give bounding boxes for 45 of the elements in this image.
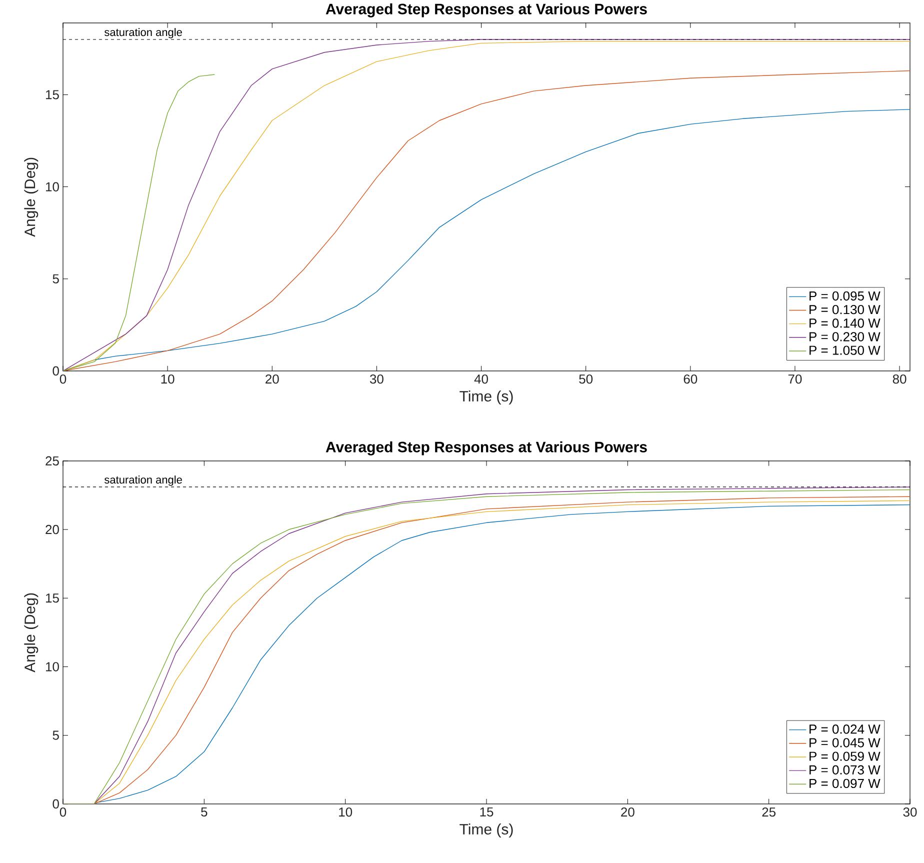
y-tick-label: 0 — [52, 366, 59, 376]
line-series — [63, 74, 215, 371]
y-tick-label: 5 — [52, 730, 59, 740]
x-tick-label: 10 — [339, 807, 352, 817]
y-tick-label: 25 — [46, 456, 59, 466]
x-tick-label: 30 — [903, 807, 917, 817]
x-axis-title: Time (s) — [460, 824, 513, 838]
legend-label: P = 0.095 W — [810, 291, 880, 301]
y-axis-title: Angle (Deg) — [24, 593, 38, 672]
ref-line-label: saturation angle — [104, 476, 182, 486]
x-tick-label: 0 — [60, 374, 66, 384]
x-axis-title: Time (s) — [460, 390, 513, 405]
chart-title: Averaged Step Responses at Various Powers — [326, 441, 647, 456]
x-tick-label: 5 — [201, 808, 208, 817]
y-axis-title: Angle (Deg) — [24, 158, 38, 237]
legend-label: P = 0.140 W — [810, 318, 880, 328]
legend-label: P = 0.045 W — [810, 738, 880, 748]
legend-label: P = 0.024 W — [810, 724, 880, 734]
x-tick-label: 40 — [474, 374, 488, 384]
y-tick-label: 10 — [46, 662, 59, 672]
legend-label: P = 0.130 W — [810, 305, 880, 314]
y-tick-label: 15 — [46, 90, 59, 100]
chart-title: Averaged Step Responses at Various Powers — [326, 3, 647, 18]
y-tick-label: 0 — [52, 799, 59, 809]
x-tick-label: 20 — [266, 374, 279, 384]
y-tick-label: 20 — [46, 524, 59, 534]
x-tick-label: 80 — [892, 374, 906, 384]
legend-label: P = 0.230 W — [810, 332, 880, 342]
y-tick-label: 15 — [46, 594, 59, 603]
x-tick-label: 70 — [788, 374, 802, 384]
x-tick-label: 25 — [762, 807, 776, 817]
y-tick-label: 10 — [46, 182, 59, 192]
x-tick-label: 30 — [370, 374, 384, 384]
x-tick-label: 20 — [621, 807, 634, 817]
x-tick-label: 15 — [480, 808, 494, 817]
x-tick-label: 0 — [60, 807, 66, 817]
x-tick-label: 60 — [684, 374, 698, 384]
legend-label: P = 0.059 W — [810, 752, 880, 761]
x-tick-label: 50 — [579, 374, 593, 384]
x-tick-label: 10 — [161, 374, 174, 384]
legend-label: P = 0.097 W — [810, 778, 880, 788]
legend-label: P = 0.073 W — [810, 765, 880, 775]
y-tick-label: 5 — [52, 274, 59, 284]
ref-line-label: saturation angle — [104, 28, 182, 38]
legend-label: P = 1.050 W — [810, 346, 880, 355]
